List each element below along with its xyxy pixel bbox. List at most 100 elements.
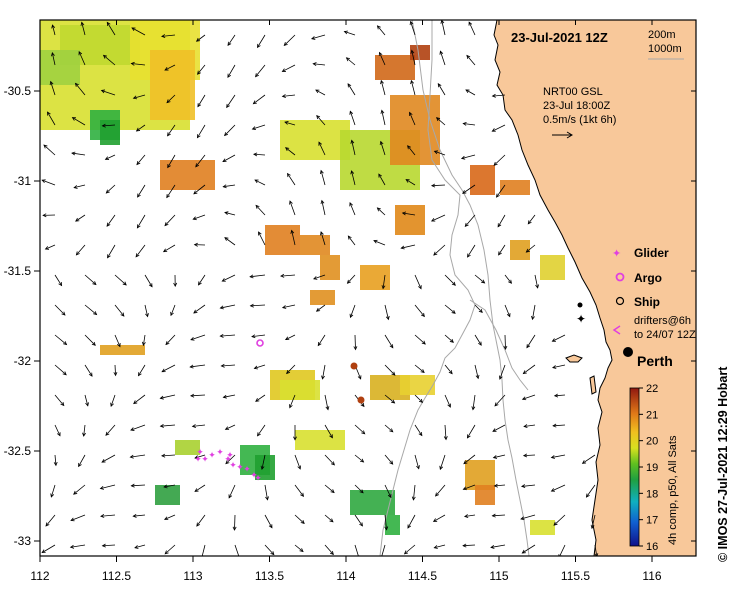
current-vector <box>313 63 326 66</box>
current-vector <box>54 304 66 316</box>
current-vector <box>294 484 304 497</box>
ship-marker[interactable]: ✦ <box>576 312 586 326</box>
current-vector <box>201 544 206 556</box>
current-vector-head <box>58 282 63 287</box>
current-vector-head <box>506 313 511 318</box>
current-vector <box>195 154 206 168</box>
current-vector-head <box>194 455 199 459</box>
current-vector-head <box>471 406 476 411</box>
current-vector <box>221 364 236 367</box>
current-vector <box>414 364 425 373</box>
current-vector <box>261 454 266 470</box>
current-vector-head <box>373 239 378 244</box>
glider-marker[interactable]: ✦ <box>224 454 232 464</box>
glider-marker[interactable]: ✦ <box>250 470 258 480</box>
sst-patch <box>530 520 555 535</box>
current-vector <box>347 83 356 96</box>
glider-marker[interactable]: ✦ <box>243 464 251 474</box>
map-frame <box>39 19 697 557</box>
current-vector-head <box>196 522 201 527</box>
current-vector <box>190 334 206 341</box>
drifters-legend-line1: drifters@6h <box>634 315 691 327</box>
current-vector-head <box>138 372 142 377</box>
current-vector-head <box>161 368 166 373</box>
current-vector-head <box>316 114 321 120</box>
current-vector <box>161 34 176 37</box>
current-vector-head <box>253 365 258 370</box>
sst-patch <box>375 55 415 80</box>
current-vector-head <box>286 370 291 375</box>
current-vector <box>435 484 446 497</box>
current-vector-head <box>136 224 141 229</box>
current-vector-head <box>380 109 385 114</box>
glider-marker[interactable]: ✦ <box>201 454 209 464</box>
glider-marker[interactable]: ✦ <box>208 450 216 460</box>
current-vector-head <box>193 242 198 247</box>
current-vector <box>498 244 506 256</box>
current-scale-label: 0.5m/s (1kt 6h) <box>543 114 616 126</box>
current-vector <box>133 94 146 99</box>
current-vector <box>284 121 296 126</box>
current-vector <box>553 514 566 526</box>
glider-marker[interactable]: ✦ <box>196 447 204 457</box>
glider-marker[interactable]: ✦ <box>236 462 244 472</box>
current-vector-head <box>466 434 471 439</box>
current-vector-head <box>523 424 528 429</box>
current-vector <box>373 240 386 246</box>
current-vector-head <box>122 281 127 286</box>
current-vector <box>407 145 416 156</box>
current-vector <box>135 244 146 258</box>
ship-marker[interactable] <box>577 302 583 308</box>
current-vector-head <box>503 345 508 351</box>
current-vector <box>84 304 97 315</box>
current-vector-head <box>468 21 473 26</box>
glider-marker[interactable]: ✦ <box>226 450 234 460</box>
current-vector <box>463 123 476 126</box>
current-vector-head <box>347 83 352 88</box>
current-vector-head <box>167 163 171 169</box>
current-vector-head <box>297 465 302 470</box>
current-vector <box>54 364 67 376</box>
current-vector <box>381 110 386 126</box>
current-vector <box>474 304 483 313</box>
current-vector <box>322 364 326 380</box>
current-vector <box>381 544 386 556</box>
current-vector <box>414 274 422 289</box>
current-vector <box>313 274 326 280</box>
current-vector-head <box>281 94 286 98</box>
glider-marker[interactable]: ✦ <box>216 447 224 457</box>
glider-marker[interactable]: ✦ <box>254 473 262 483</box>
current-vector-head <box>75 217 80 222</box>
glider-marker[interactable]: ✦ <box>229 460 237 470</box>
current-vector-head <box>249 274 254 279</box>
current-vector-head <box>535 284 539 289</box>
argo-float-marker[interactable] <box>256 339 264 347</box>
sst-patch <box>100 345 125 355</box>
current-vector-head <box>433 251 438 256</box>
x-tick-label: 112.5 <box>102 569 131 583</box>
glider-markers[interactable]: ✦✦ ✦ ✦✦✦ ✦ ✦✦✦✦ ✦ <box>194 447 262 483</box>
current-vector <box>433 514 446 522</box>
current-vector <box>351 170 356 186</box>
current-vector-head <box>329 518 334 523</box>
current-vector <box>164 484 176 488</box>
glider-marker[interactable]: ✦ <box>194 454 202 464</box>
current-vector-head <box>343 30 348 35</box>
current-vector-head <box>389 344 394 349</box>
sst-patch <box>125 345 145 355</box>
current-vector-head <box>70 517 75 522</box>
current-vector <box>324 484 335 493</box>
current-vector <box>100 484 116 489</box>
current-vector-head <box>410 49 415 54</box>
current-vector-head <box>405 179 410 183</box>
current-vector-head <box>311 36 316 40</box>
current-vector <box>494 394 506 407</box>
current-vector <box>283 34 296 46</box>
current-vector-head <box>130 61 135 66</box>
current-vector <box>250 304 266 307</box>
argo-legend-icon <box>615 272 625 282</box>
current-vector <box>52 24 56 36</box>
current-vector <box>405 179 416 186</box>
drifter-marker[interactable] <box>357 396 365 404</box>
drifter-marker[interactable] <box>350 362 358 370</box>
